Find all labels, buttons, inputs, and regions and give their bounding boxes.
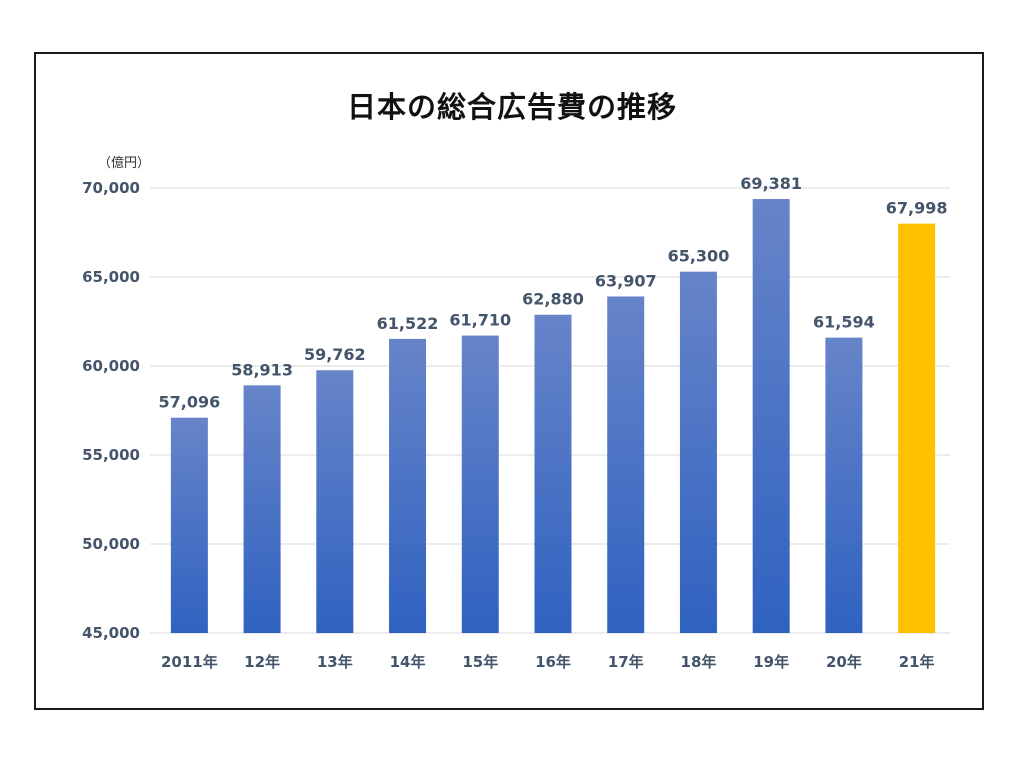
y-tick-label: 50,000 [82,535,140,553]
bar [316,370,354,633]
data-label: 69,381 [740,174,802,193]
x-tick-label: 21年 [899,653,935,671]
x-tick-label: 18年 [681,653,717,671]
bar [752,199,790,634]
y-tick-label: 65,000 [82,268,140,286]
bar [825,337,863,633]
bar [898,223,936,633]
x-tick-label: 15年 [462,653,498,671]
data-label: 67,998 [886,199,948,218]
y-tick-label: 55,000 [82,446,140,464]
x-tick-label: 13年 [317,653,353,671]
bar [243,385,281,633]
data-label: 57,096 [158,393,220,412]
y-tick-label: 45,000 [82,624,140,642]
bar [389,338,427,633]
data-label: 65,300 [668,247,730,266]
x-tick-label: 19年 [753,653,789,671]
data-label: 59,762 [304,345,366,364]
unit-label: （億円） [98,156,151,171]
x-tick-label: 17年 [608,653,644,671]
bar [607,296,645,633]
x-tick-label: 20年 [826,653,862,671]
data-label: 62,880 [522,290,584,309]
data-label: 61,594 [813,313,875,332]
label-layer: 45,000 50,000 55,000 60,000 65,000 70,000 57,0… [82,174,947,671]
data-label: 61,710 [449,311,511,330]
x-tick-label: 2011年 [161,653,218,671]
bar [170,417,208,633]
y-tick-label: 70,000 [82,179,140,197]
chart-title: 日本の総合広告費の推移 [346,90,677,124]
data-label: 61,522 [377,314,439,333]
y-tick-label: 60,000 [82,357,140,375]
data-label: 58,913 [231,360,293,379]
x-tick-label: 16年 [535,653,571,671]
bar [534,314,572,633]
data-label: 63,907 [595,271,657,290]
bar [461,335,499,633]
bar [679,271,717,633]
x-tick-label: 12年 [244,653,280,671]
x-tick-label: 14年 [390,653,426,671]
bar-layer [170,199,936,634]
